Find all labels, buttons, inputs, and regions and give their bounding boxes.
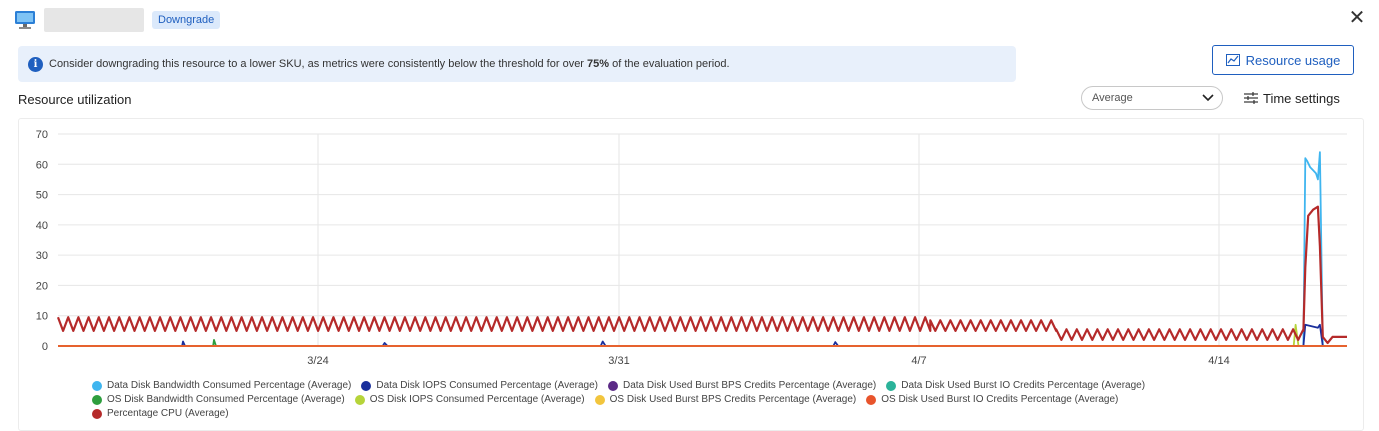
chart-legend: Data Disk Bandwidth Consumed Percentage … — [92, 379, 1332, 421]
series-line-percentage-cpu-average — [56, 205, 1347, 345]
legend-item[interactable]: OS Disk Bandwidth Consumed Percentage (A… — [92, 393, 345, 407]
info-banner: i Consider downgrading this resource to … — [18, 46, 1016, 82]
y-tick-label: 30 — [36, 250, 48, 262]
legend-dot — [594, 395, 605, 405]
legend-label: Data Disk Bandwidth Consumed Percentage … — [107, 380, 352, 391]
legend-item[interactable]: Data Disk Used Burst BPS Credits Percent… — [607, 379, 877, 393]
x-tick-label: 3/31 — [608, 355, 629, 367]
recommendation-badge: Downgrade — [152, 11, 221, 29]
time-settings-label: Time settings — [1263, 90, 1340, 106]
legend-dot — [886, 381, 897, 391]
x-tick-label: 4/7 — [911, 355, 926, 367]
y-tick-label: 20 — [36, 280, 48, 292]
legend-label: Data Disk Used Burst BPS Credits Percent… — [622, 380, 877, 391]
banner-text-before: Consider downgrading this resource to a … — [49, 58, 588, 70]
banner-text: Consider downgrading this resource to a … — [49, 58, 730, 70]
x-tick-label: 3/24 — [307, 355, 328, 367]
virtual-machine-icon — [15, 11, 35, 29]
legend-item[interactable]: Percentage CPU (Average) — [92, 407, 229, 421]
y-tick-label: 50 — [36, 190, 48, 202]
chart-card — [18, 118, 1364, 431]
resource-usage-button[interactable]: Resource usage — [1212, 45, 1354, 75]
banner-text-after: of the evaluation period. — [609, 58, 730, 70]
legend-row: OS Disk Bandwidth Consumed Percentage (A… — [92, 393, 1332, 407]
aggregation-value: Average — [1092, 92, 1133, 104]
legend-item[interactable]: Data Disk IOPS Consumed Percentage (Aver… — [361, 379, 598, 393]
legend-item[interactable]: OS Disk Used Burst BPS Credits Percentag… — [594, 393, 857, 407]
chart-icon — [1225, 54, 1240, 66]
y-tick-label: 0 — [42, 341, 48, 353]
y-tick-label: 60 — [36, 159, 48, 171]
legend-dot — [354, 395, 365, 405]
legend-item[interactable]: Data Disk Bandwidth Consumed Percentage … — [92, 379, 351, 393]
legend-label: Data Disk Used Burst IO Credits Percenta… — [901, 380, 1146, 391]
legend-label: OS Disk IOPS Consumed Percentage (Averag… — [369, 394, 585, 405]
settings-sliders-icon — [1244, 92, 1258, 104]
banner-text-bold: 75% — [587, 58, 610, 70]
close-icon[interactable]: ✕ — [1348, 7, 1366, 29]
series-line-data-disk-bandwidth-consumed-percentage-average — [1027, 151, 1347, 347]
header: Downgrade — [14, 8, 221, 32]
legend-label: OS Disk Used Burst BPS Credits Percentag… — [609, 394, 857, 405]
legend-row: Percentage CPU (Average) — [92, 407, 1332, 421]
legend-dot — [92, 395, 102, 405]
section-title: Resource utilization — [18, 92, 132, 107]
y-tick-label: 40 — [36, 220, 48, 232]
legend-dot — [92, 409, 102, 419]
aggregation-select[interactable]: Average — [1081, 86, 1223, 110]
x-tick-label: 4/14 — [1208, 355, 1229, 367]
chevron-down-icon — [1202, 94, 1214, 102]
legend-dot — [866, 395, 877, 405]
legend-dot — [361, 381, 372, 391]
legend-item[interactable]: OS Disk IOPS Consumed Percentage (Averag… — [354, 393, 585, 407]
legend-item[interactable]: Data Disk Used Burst IO Credits Percenta… — [886, 379, 1145, 393]
info-icon: i — [28, 56, 43, 72]
time-settings-button[interactable]: Time settings — [1244, 88, 1340, 108]
resource-usage-label: Resource usage — [1245, 52, 1341, 68]
legend-label: Percentage CPU (Average) — [107, 408, 229, 419]
y-tick-label: 70 — [36, 129, 48, 141]
legend-dot — [607, 381, 618, 391]
series-line-data-disk-iops-consumed-percentage-average — [58, 323, 1347, 347]
series-line-os-disk-iops-consumed-percentage-average — [58, 323, 1347, 347]
y-tick-label: 10 — [36, 311, 48, 323]
resource-name-redacted — [44, 8, 144, 32]
legend-row: Data Disk Bandwidth Consumed Percentage … — [92, 379, 1332, 393]
legend-label: OS Disk Used Burst IO Credits Percentage… — [881, 394, 1119, 405]
legend-label: Data Disk IOPS Consumed Percentage (Aver… — [376, 380, 598, 391]
legend-label: OS Disk Bandwidth Consumed Percentage (A… — [107, 394, 345, 405]
legend-item[interactable]: OS Disk Used Burst IO Credits Percentage… — [866, 393, 1118, 407]
legend-dot — [92, 381, 102, 391]
